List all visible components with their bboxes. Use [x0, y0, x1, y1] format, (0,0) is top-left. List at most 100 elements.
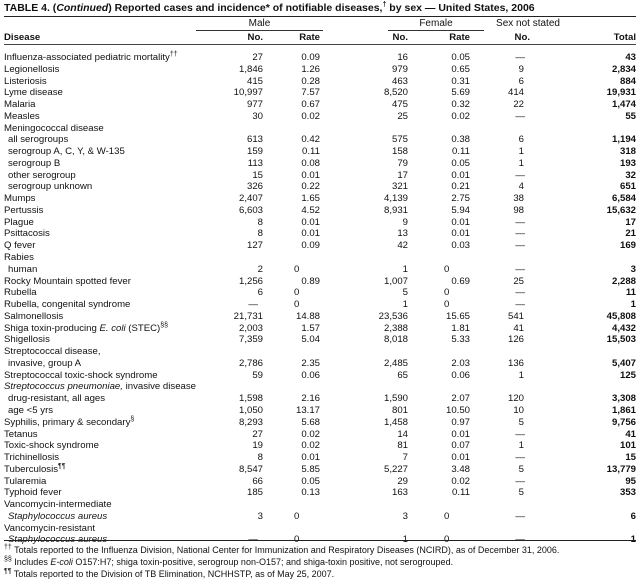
male-rate: 1.57 — [301, 322, 320, 334]
disease-text: human — [8, 263, 38, 275]
not-stated-no: — — [515, 287, 525, 299]
not-stated-no: 6 — [518, 134, 524, 146]
footnote-text: Totals reported to the Division of TB El… — [11, 569, 335, 579]
disease-name: Pertussis — [4, 205, 204, 217]
female-no: 575 — [391, 134, 408, 146]
male-rate: 0.08 — [301, 157, 320, 169]
disease-italic: Staphylococcus aureus — [8, 510, 108, 522]
empty-cells — [204, 499, 636, 511]
total: 9,756 — [611, 416, 636, 428]
title-footnote-mark: † — [382, 1, 387, 9]
female-no: 321 — [391, 181, 408, 193]
female-no: 1,007 — [383, 275, 408, 287]
empty-cells — [204, 346, 636, 358]
footnote-text-after: O157:H7; shiga toxin-positive, serogroup… — [72, 557, 454, 567]
female-rate: 0.38 — [451, 134, 470, 146]
disease-text: Vancomycin-intermediate — [4, 499, 112, 511]
disease-text: Rubella — [4, 287, 37, 299]
not-stated-no: 4 — [518, 181, 524, 193]
disease-text: Streptococcal toxic-shock syndrome — [4, 369, 158, 381]
female-rate: 5.69 — [451, 87, 470, 99]
disease-text: Rocky Mountain spotted fever — [4, 275, 131, 287]
total: 95 — [625, 475, 636, 487]
disease-text: Tularemia — [4, 475, 47, 487]
disease-italic: Streptococcus pneumoniae, — [4, 381, 123, 393]
not-stated-no: — — [515, 299, 525, 311]
disease-name: Tetanus — [4, 429, 204, 441]
total: 193 — [619, 157, 636, 169]
male-rate: 0.42 — [301, 134, 320, 146]
disease-text: serogroup A, C, Y, & W-135 — [8, 146, 125, 158]
disease-name: Legionellosis — [4, 64, 204, 76]
disease-text: all serogroups — [8, 134, 69, 146]
disease-text: Legionellosis — [4, 63, 60, 75]
not-stated-no: 1 — [518, 369, 524, 381]
female-rate: 0.05 — [451, 157, 470, 169]
male-no: 2,786 — [238, 357, 263, 369]
male-no: 6,603 — [238, 204, 263, 216]
table-row: Lyme disease 10,997 7.57 8,520 5.69 414 19,931 — [4, 87, 636, 99]
female-rate: 0.01 — [451, 228, 470, 240]
table-row: Meningococcal disease — [4, 123, 636, 135]
table-row: Vancomycin-intermediate — [4, 499, 636, 511]
male-no: 613 — [246, 134, 263, 146]
col-male-rate: Rate — [299, 31, 320, 43]
male-no: 59 — [252, 369, 263, 381]
male-no: 21,731 — [233, 310, 263, 322]
female-no: 979 — [391, 63, 408, 75]
male-no: 8 — [257, 452, 263, 464]
disease-name: Measles — [4, 111, 204, 123]
group-female: Female — [419, 18, 453, 29]
not-stated-no: 120 — [507, 393, 524, 405]
male-rate: 0.06 — [301, 369, 320, 381]
table-row: other serogroup 15 0.01 17 0.01 — 32 — [4, 170, 636, 182]
female-no: 25 — [397, 110, 408, 122]
female-rate: 0.07 — [451, 440, 470, 452]
disease-text: Q fever — [4, 240, 36, 252]
male-rate: 0.13 — [301, 487, 320, 499]
female-rate: 0.06 — [451, 369, 470, 381]
disease-text: Meningococcal disease — [4, 122, 104, 134]
female-no: 158 — [391, 146, 408, 158]
table-row: Staphylococcus aureus 3 0 3 0 — 6 — [4, 511, 636, 523]
table-row: Typhoid fever 185 0.13 163 0.11 5 353 — [4, 487, 636, 499]
male-rate: 0.09 — [301, 52, 320, 63]
total: 169 — [619, 240, 636, 252]
footnote-mark: ¶¶ — [58, 462, 66, 470]
table-row: serogroup unknown 326 0.22 321 0.21 4 651 — [4, 181, 636, 193]
table-row: drug-resistant, all ages 1,598 2.16 1,590 2.… — [4, 393, 636, 405]
total: 55 — [625, 110, 636, 122]
male-no: — — [248, 534, 258, 546]
not-stated-no: 5 — [518, 487, 524, 499]
table-row: Measles 30 0.02 25 0.02 — 55 — [4, 111, 636, 123]
female-no: 16 — [397, 52, 408, 63]
female-no: 1 — [402, 299, 408, 311]
male-no: 127 — [246, 240, 263, 252]
col-disease: Disease — [4, 31, 41, 43]
disease-name: Vancomycin-resistant — [4, 523, 204, 535]
female-rate: 0.01 — [451, 169, 470, 181]
male-rate: 0 — [294, 299, 300, 311]
not-stated-no: 1 — [518, 440, 524, 452]
female-rate: 15.65 — [445, 310, 470, 322]
col-female-no: No. — [392, 31, 408, 43]
disease-name: serogroup B — [4, 158, 204, 170]
male-no: 2,003 — [238, 322, 263, 334]
total: 11 — [625, 287, 636, 299]
disease-name: other serogroup — [4, 170, 204, 182]
male-no: 15 — [252, 169, 263, 181]
male-rate: 0.01 — [301, 228, 320, 240]
empty-cells — [204, 123, 636, 135]
not-stated-no: — — [515, 452, 525, 464]
footnote-mark: § — [130, 415, 135, 423]
column-header-row: Disease No. Rate No. Rate No. Total — [4, 31, 636, 44]
disease-name: Shigellosis — [4, 334, 204, 346]
female-rate: 0 — [444, 510, 450, 522]
disease-table: Disease No. Rate No. Rate No. Total Infl… — [4, 31, 636, 546]
male-no: 1,050 — [238, 404, 263, 416]
not-stated-no: 6 — [518, 75, 524, 87]
disease-name: Salmonellosis — [4, 311, 204, 323]
female-rate: 0.11 — [452, 487, 470, 499]
male-rate: 0.89 — [301, 275, 320, 287]
female-rate: 5.94 — [451, 204, 470, 216]
